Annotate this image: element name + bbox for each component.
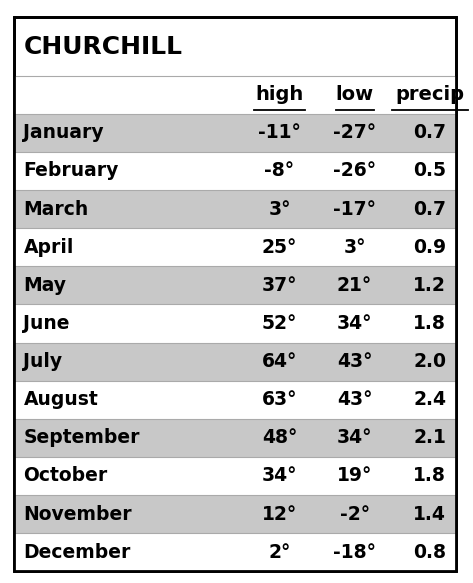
Text: 0.9: 0.9	[413, 238, 447, 257]
Text: 37°: 37°	[262, 276, 297, 295]
Text: -27°: -27°	[333, 123, 376, 142]
FancyBboxPatch shape	[14, 228, 455, 266]
Text: -17°: -17°	[333, 199, 376, 219]
Text: June: June	[24, 314, 70, 333]
Text: 34°: 34°	[337, 429, 372, 447]
Text: 12°: 12°	[262, 505, 297, 524]
Text: low: low	[335, 85, 374, 104]
FancyBboxPatch shape	[14, 533, 455, 571]
FancyBboxPatch shape	[14, 76, 455, 114]
Text: 52°: 52°	[262, 314, 297, 333]
Text: 48°: 48°	[262, 429, 297, 447]
Text: March: March	[24, 199, 89, 219]
FancyBboxPatch shape	[14, 17, 455, 571]
FancyBboxPatch shape	[14, 419, 455, 457]
Text: 0.7: 0.7	[413, 199, 446, 219]
Text: 43°: 43°	[337, 390, 372, 409]
Text: February: February	[24, 161, 119, 180]
Text: August: August	[24, 390, 98, 409]
Text: April: April	[24, 238, 74, 257]
Text: 43°: 43°	[337, 352, 372, 371]
Text: July: July	[24, 352, 62, 371]
Text: -26°: -26°	[333, 161, 376, 180]
Text: 2°: 2°	[268, 543, 290, 562]
Text: 1.2: 1.2	[413, 276, 446, 295]
Text: May: May	[24, 276, 67, 295]
Text: 63°: 63°	[262, 390, 297, 409]
Text: 3°: 3°	[268, 199, 291, 219]
Text: 21°: 21°	[337, 276, 372, 295]
Text: 2.4: 2.4	[413, 390, 446, 409]
Text: 34°: 34°	[262, 466, 297, 486]
Text: 2.1: 2.1	[413, 429, 446, 447]
Text: 64°: 64°	[262, 352, 297, 371]
Text: 0.5: 0.5	[413, 161, 446, 180]
FancyBboxPatch shape	[14, 381, 455, 419]
FancyBboxPatch shape	[14, 495, 455, 533]
Text: 19°: 19°	[337, 466, 372, 486]
Text: 0.8: 0.8	[413, 543, 446, 562]
Text: -2°: -2°	[340, 505, 370, 524]
Text: 25°: 25°	[262, 238, 297, 257]
Text: 2.0: 2.0	[413, 352, 446, 371]
FancyBboxPatch shape	[14, 343, 455, 381]
Text: 1.8: 1.8	[413, 314, 446, 333]
FancyBboxPatch shape	[14, 114, 455, 152]
Text: -18°: -18°	[333, 543, 376, 562]
Text: 3°: 3°	[343, 238, 366, 257]
Text: -8°: -8°	[264, 161, 295, 180]
FancyBboxPatch shape	[14, 304, 455, 343]
FancyBboxPatch shape	[14, 152, 455, 190]
FancyBboxPatch shape	[14, 190, 455, 228]
FancyBboxPatch shape	[14, 266, 455, 304]
Text: 1.4: 1.4	[413, 505, 446, 524]
Text: 1.8: 1.8	[413, 466, 446, 486]
Text: precip: precip	[395, 85, 464, 104]
Text: January: January	[24, 123, 104, 142]
Text: CHURCHILL: CHURCHILL	[24, 34, 183, 59]
Text: October: October	[24, 466, 108, 486]
Text: December: December	[24, 543, 131, 562]
Text: November: November	[24, 505, 132, 524]
Text: -11°: -11°	[258, 123, 301, 142]
Text: high: high	[255, 85, 304, 104]
Text: 0.7: 0.7	[413, 123, 446, 142]
Text: September: September	[24, 429, 140, 447]
FancyBboxPatch shape	[14, 457, 455, 495]
Text: 34°: 34°	[337, 314, 372, 333]
